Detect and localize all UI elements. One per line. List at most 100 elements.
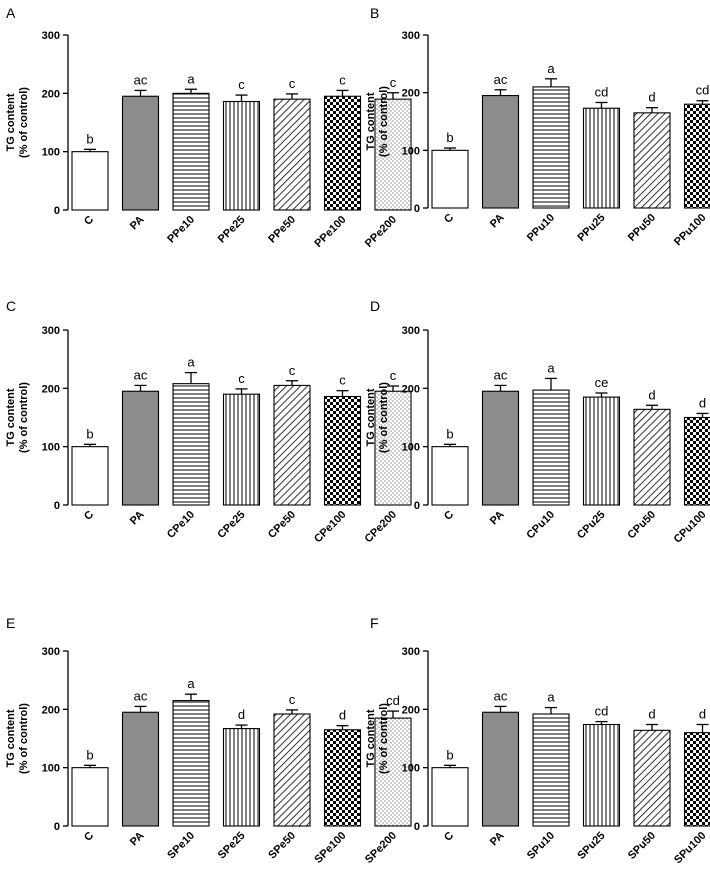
significance-label: cd bbox=[595, 84, 609, 99]
category-label: CPe10 bbox=[165, 509, 197, 541]
category-label: CPe50 bbox=[266, 509, 298, 541]
category-label: CPu25 bbox=[575, 509, 608, 542]
significance-label: c bbox=[289, 76, 296, 91]
bar bbox=[323, 395, 362, 506]
bar bbox=[481, 390, 520, 506]
y-tick-label: 300 bbox=[42, 325, 60, 337]
significance-label: b bbox=[86, 747, 93, 762]
bar bbox=[481, 95, 520, 209]
y-axis-label: TG content bbox=[365, 388, 377, 446]
category-label: SPu100 bbox=[672, 830, 709, 867]
y-tick-label: 100 bbox=[42, 763, 60, 775]
bar bbox=[121, 711, 160, 827]
panel-label: E bbox=[6, 615, 15, 631]
significance-label: ac bbox=[494, 367, 508, 382]
y-tick-label: 300 bbox=[402, 30, 420, 42]
bar bbox=[431, 446, 469, 506]
bar bbox=[582, 723, 621, 827]
y-tick-label: 300 bbox=[42, 30, 60, 42]
y-axis-label: (% of control) bbox=[18, 703, 30, 774]
y-tick-label: 200 bbox=[402, 383, 420, 395]
significance-label: ac bbox=[134, 367, 148, 382]
significance-label: d bbox=[238, 707, 245, 722]
significance-label: cd bbox=[595, 704, 609, 719]
bar bbox=[683, 732, 710, 827]
category-label: PPe100 bbox=[312, 214, 348, 250]
significance-label: c bbox=[390, 75, 397, 90]
panel-label: D bbox=[370, 298, 380, 314]
category-label: SPe10 bbox=[165, 830, 197, 862]
y-axis-label: (% of control) bbox=[18, 382, 30, 453]
bar bbox=[683, 416, 710, 506]
category-label: SPu10 bbox=[525, 830, 557, 862]
category-label: SPu25 bbox=[575, 830, 607, 862]
significance-label: d bbox=[648, 387, 655, 402]
y-tick-label: 200 bbox=[402, 88, 420, 100]
category-label: PPu10 bbox=[525, 212, 557, 244]
significance-label: c bbox=[339, 72, 346, 87]
category-label: PPu25 bbox=[575, 212, 607, 244]
bar bbox=[431, 149, 469, 209]
significance-label: d bbox=[339, 708, 346, 723]
bar bbox=[323, 95, 362, 211]
category-label: PA bbox=[128, 509, 147, 528]
panel-label: F bbox=[370, 615, 379, 631]
significance-label: c bbox=[238, 371, 245, 386]
y-tick-label: 100 bbox=[402, 145, 420, 157]
significance-label: ac bbox=[134, 72, 148, 87]
y-axis-label: TG content bbox=[5, 388, 17, 446]
category-label: C bbox=[442, 830, 456, 844]
bar bbox=[222, 393, 261, 506]
y-axis-label: (% of control) bbox=[378, 703, 390, 774]
bar bbox=[683, 103, 710, 209]
y-tick-label: 200 bbox=[402, 704, 420, 716]
y-tick-label: 100 bbox=[402, 763, 420, 775]
category-label: PA bbox=[128, 214, 147, 233]
significance-label: b bbox=[86, 426, 93, 441]
category-label: PA bbox=[488, 212, 507, 231]
y-tick-label: 100 bbox=[42, 442, 60, 454]
category-label: SPe50 bbox=[266, 830, 298, 862]
chart-panel-b: BTG content (% of control)0100200300bCacP… bbox=[365, 5, 710, 248]
y-tick-label: 0 bbox=[54, 205, 60, 217]
category-label: CPu10 bbox=[524, 509, 557, 542]
bar bbox=[121, 390, 160, 506]
bar bbox=[633, 112, 671, 209]
bar bbox=[532, 389, 570, 506]
bar bbox=[374, 717, 412, 827]
y-tick-label: 0 bbox=[414, 821, 420, 833]
bar bbox=[532, 713, 570, 827]
bar bbox=[172, 92, 210, 211]
category-label: C bbox=[82, 830, 96, 844]
category-label: PPe200 bbox=[363, 214, 399, 250]
bar bbox=[273, 384, 311, 506]
category-label: PPe50 bbox=[266, 214, 298, 246]
significance-label: a bbox=[547, 61, 555, 76]
category-label: SPe25 bbox=[216, 830, 248, 862]
significance-label: c bbox=[339, 373, 346, 388]
y-axis-label: TG content bbox=[365, 92, 377, 150]
panel-label: A bbox=[6, 5, 16, 21]
chart-panel-a: ATG content (% of control)0100200300bCacP… bbox=[5, 5, 412, 250]
bar bbox=[172, 383, 210, 506]
bar bbox=[582, 396, 621, 506]
significance-label: a bbox=[547, 360, 555, 375]
category-label: PPu50 bbox=[626, 212, 658, 244]
y-tick-label: 200 bbox=[42, 704, 60, 716]
significance-label: b bbox=[446, 130, 453, 145]
category-label: PA bbox=[128, 830, 147, 849]
bar bbox=[172, 700, 210, 827]
bar bbox=[273, 713, 311, 827]
bar bbox=[71, 151, 109, 211]
significance-label: d bbox=[699, 395, 706, 410]
y-axis-label: TG content bbox=[365, 709, 377, 767]
category-label: CPe200 bbox=[363, 509, 400, 546]
category-label: CPu50 bbox=[625, 509, 658, 542]
y-tick-label: 300 bbox=[402, 646, 420, 658]
significance-label: c bbox=[289, 363, 296, 378]
category-label: SPe100 bbox=[312, 830, 348, 866]
panel-label: B bbox=[370, 5, 379, 21]
category-label: C bbox=[82, 214, 96, 228]
category-label: CPe100 bbox=[312, 509, 349, 546]
